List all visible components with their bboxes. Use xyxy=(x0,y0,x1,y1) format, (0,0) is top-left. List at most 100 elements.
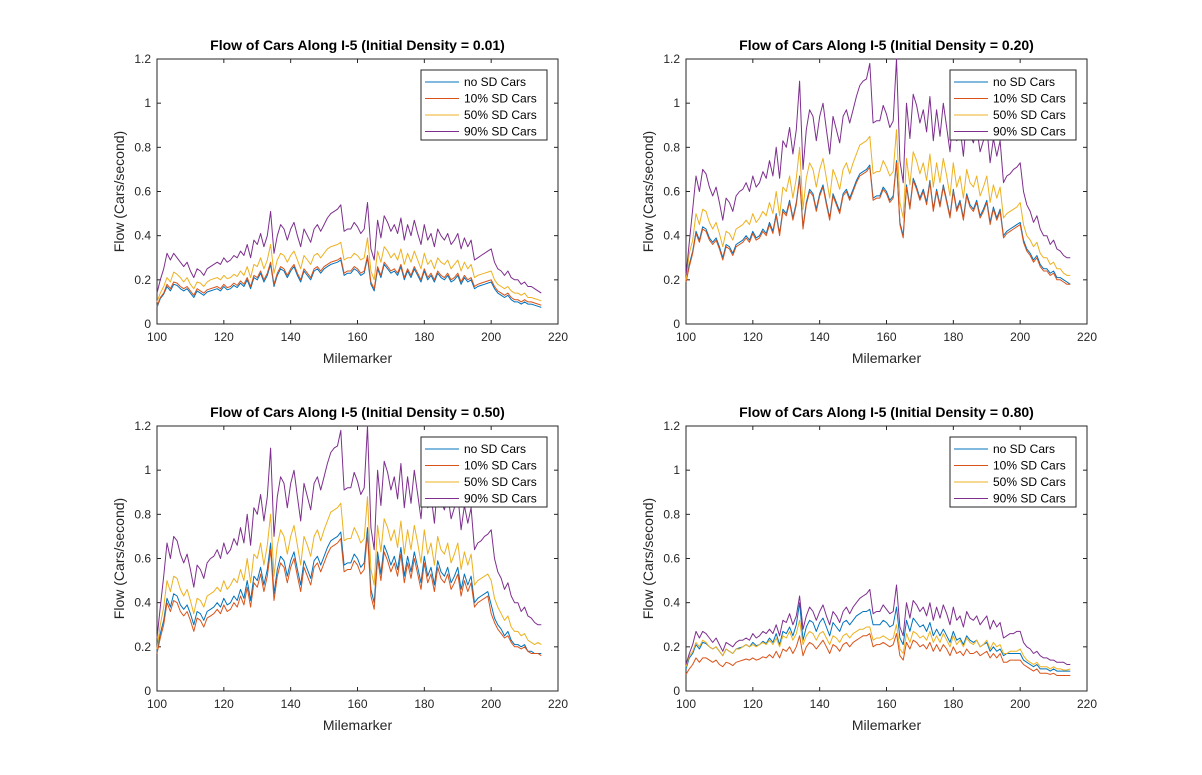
chart-title: Flow of Cars Along I-5 (Initial Density … xyxy=(210,404,505,420)
legend-label: 50% SD Cars xyxy=(993,108,1066,122)
x-tick-label: 100 xyxy=(147,697,167,711)
legend-label: no SD Cars xyxy=(464,442,526,456)
chart-title: Flow of Cars Along I-5 (Initial Density … xyxy=(739,37,1034,53)
x-tick-label: 100 xyxy=(676,697,696,711)
series-line xyxy=(685,58,1071,276)
series-line xyxy=(156,257,542,308)
x-tick-label: 220 xyxy=(1077,330,1097,344)
series-line xyxy=(156,202,542,294)
chart-title: Flow of Cars Along I-5 (Initial Density … xyxy=(210,37,505,53)
y-tick-label: 0 xyxy=(673,317,680,331)
y-tick-label: 0.8 xyxy=(663,140,680,154)
series-line xyxy=(156,496,542,650)
legend-label: 90% SD Cars xyxy=(993,492,1066,506)
x-tick-label: 140 xyxy=(281,330,301,344)
legend-label: no SD Cars xyxy=(993,75,1055,89)
x-axis-label: Milemarker xyxy=(852,717,922,733)
y-tick-label: 0.6 xyxy=(663,552,680,566)
x-axis-label: Milemarker xyxy=(323,350,393,366)
legend-label: 10% SD Cars xyxy=(993,92,1066,106)
y-tick-label: 0.4 xyxy=(663,596,680,610)
y-tick-label: 0.2 xyxy=(663,640,680,654)
chart-panel: 100 120 140 160 180 200 220 0 0.2 0.4 0.6 0.8 1 1.2 Fl… xyxy=(111,37,568,366)
y-tick-label: 1 xyxy=(673,96,680,110)
x-tick-label: 120 xyxy=(743,697,763,711)
y-tick-label: 0.4 xyxy=(134,596,151,610)
x-tick-label: 140 xyxy=(810,697,830,711)
y-tick-label: 0.2 xyxy=(134,640,151,654)
y-axis-label: Flow (Cars/second) xyxy=(111,131,127,252)
y-tick-label: 0 xyxy=(144,684,151,698)
legend-label: 50% SD Cars xyxy=(464,108,537,122)
x-tick-label: 160 xyxy=(347,330,367,344)
y-tick-label: 0.8 xyxy=(134,507,151,521)
legend-label: no SD Cars xyxy=(993,442,1055,456)
series-line xyxy=(685,633,1071,676)
legend-label: 10% SD Cars xyxy=(464,459,537,473)
x-tick-label: 220 xyxy=(1077,697,1097,711)
chart-panel: 100 120 140 160 180 200 220 0 0.2 0.4 0.6 0.8 1 1.2 Fl… xyxy=(640,404,1097,733)
y-tick-label: 0.4 xyxy=(663,229,680,243)
y-tick-label: 1.2 xyxy=(134,52,151,66)
series-line xyxy=(156,527,542,654)
y-tick-label: 1.2 xyxy=(134,419,151,433)
x-tick-label: 100 xyxy=(676,330,696,344)
y-tick-label: 0.2 xyxy=(663,273,680,287)
y-tick-label: 0.8 xyxy=(134,140,151,154)
series-line xyxy=(156,255,542,307)
series-line xyxy=(685,162,1071,285)
legend: no SD Cars 10% SD Cars 50% SD Cars 90% SD C… xyxy=(420,436,548,508)
legend-label: 10% SD Cars xyxy=(464,92,537,106)
y-tick-label: 1 xyxy=(144,96,151,110)
y-tick-label: 1 xyxy=(144,463,151,477)
x-tick-label: 180 xyxy=(414,697,434,711)
legend-label: 90% SD Cars xyxy=(464,125,537,139)
x-tick-label: 160 xyxy=(876,330,896,344)
series-line xyxy=(685,584,1071,665)
x-tick-label: 160 xyxy=(876,697,896,711)
series-line xyxy=(156,237,542,303)
y-axis-label: Flow (Cars/second) xyxy=(640,131,656,252)
legend-label: no SD Cars xyxy=(464,75,526,89)
y-tick-label: 0.2 xyxy=(134,273,151,287)
x-tick-label: 200 xyxy=(481,697,501,711)
x-tick-label: 220 xyxy=(548,697,568,711)
x-tick-label: 200 xyxy=(1010,330,1030,344)
y-tick-label: 0.6 xyxy=(134,185,151,199)
series-line xyxy=(156,533,542,657)
legend-label: 90% SD Cars xyxy=(464,492,537,506)
legend-label: 10% SD Cars xyxy=(993,459,1066,473)
x-axis-label: Milemarker xyxy=(323,717,393,733)
x-axis-label: Milemarker xyxy=(852,350,922,366)
y-axis-label: Flow (Cars/second) xyxy=(111,498,127,619)
chart-panel: 100 120 140 160 180 200 220 0 0.2 0.4 0.6 0.8 1 1.2 Fl… xyxy=(111,404,568,733)
y-tick-label: 1 xyxy=(673,463,680,477)
y-tick-label: 0.4 xyxy=(134,229,151,243)
legend: no SD Cars 10% SD Cars 50% SD Cars 90% SD C… xyxy=(949,69,1077,141)
x-tick-label: 180 xyxy=(943,697,963,711)
series-line xyxy=(685,129,1071,280)
x-tick-label: 140 xyxy=(281,697,301,711)
y-tick-label: 1.2 xyxy=(663,419,680,433)
x-tick-label: 200 xyxy=(481,330,501,344)
series-line xyxy=(685,619,1071,671)
x-tick-label: 100 xyxy=(147,330,167,344)
series-line xyxy=(156,425,542,639)
legend: no SD Cars 10% SD Cars 50% SD Cars 90% SD C… xyxy=(420,69,548,141)
y-tick-label: 0.8 xyxy=(663,507,680,521)
y-tick-label: 0 xyxy=(673,684,680,698)
y-tick-label: 0.6 xyxy=(663,185,680,199)
chart-panel: 100 120 140 160 180 200 220 0 0.2 0.4 0.6 0.8 1 1.2 Fl… xyxy=(640,37,1097,366)
y-tick-label: 0.6 xyxy=(134,552,151,566)
legend-label: 90% SD Cars xyxy=(993,125,1066,139)
legend-label: 50% SD Cars xyxy=(464,475,537,489)
y-axis-label: Flow (Cars/second) xyxy=(640,498,656,619)
x-tick-label: 120 xyxy=(214,330,234,344)
legend-label: 50% SD Cars xyxy=(993,475,1066,489)
x-tick-label: 160 xyxy=(347,697,367,711)
x-tick-label: 180 xyxy=(414,330,434,344)
series-line xyxy=(685,160,1071,285)
x-tick-label: 220 xyxy=(548,330,568,344)
x-tick-label: 120 xyxy=(743,330,763,344)
legend: no SD Cars 10% SD Cars 50% SD Cars 90% SD C… xyxy=(949,436,1077,508)
